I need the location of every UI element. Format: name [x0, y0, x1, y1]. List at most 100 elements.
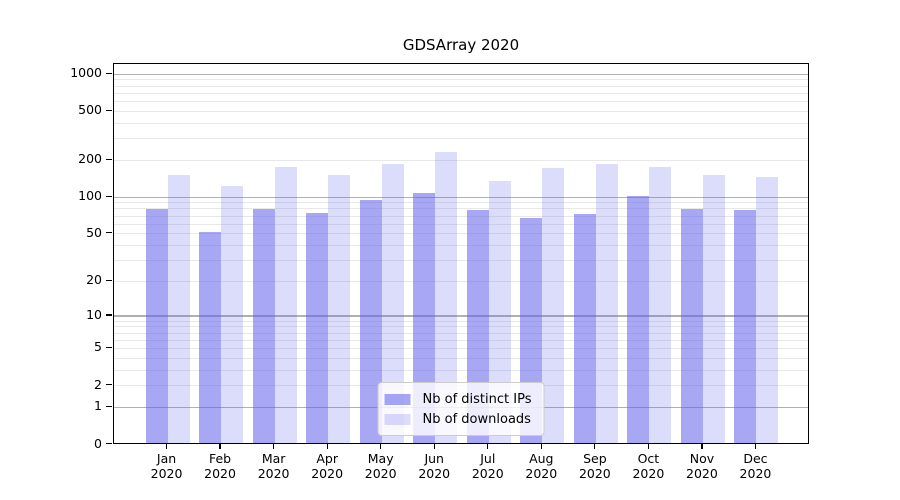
x-tick-month: Nov — [689, 451, 715, 466]
gridline-minor — [114, 79, 808, 81]
gridline-minor — [114, 122, 808, 124]
bar-downloads — [167, 175, 190, 443]
x-tick-label: Sep 2020 — [563, 451, 627, 481]
x-tick-month: Jul — [480, 451, 496, 466]
y-tick-label: 50 — [86, 224, 102, 240]
bar-downloads — [756, 177, 779, 443]
y-tick-label: 1000 — [70, 65, 102, 81]
y-tick-label: 1 — [94, 398, 102, 414]
x-tick-year: 2020 — [204, 466, 236, 481]
bar-distinct-ips — [680, 208, 703, 443]
gridline-minor — [114, 110, 808, 112]
bar-downloads — [702, 175, 725, 443]
bar-downloads — [381, 164, 404, 443]
x-tick-year: 2020 — [364, 466, 397, 481]
gridline-major — [114, 315, 808, 317]
x-tick — [380, 444, 382, 449]
x-tick-year: 2020 — [525, 466, 558, 481]
x-tick — [754, 444, 757, 449]
x-tick — [326, 444, 328, 449]
x-tick — [433, 444, 435, 449]
y-tick — [106, 158, 112, 160]
bar-distinct-ips — [627, 195, 650, 443]
gridline-minor — [114, 326, 808, 328]
x-tick — [219, 444, 221, 449]
chart-title: GDSArray 2020 — [402, 36, 520, 54]
bar-distinct-ips — [413, 192, 436, 443]
x-tick-year: 2020 — [150, 466, 183, 481]
x-tick-month: Apr — [316, 451, 338, 466]
bar-downloads — [488, 181, 511, 443]
y-tick — [106, 442, 112, 445]
legend-swatch-distinct-ips — [384, 393, 411, 405]
gridline-minor — [114, 280, 808, 282]
y-tick-label: 100 — [78, 188, 102, 204]
bar-downloads — [328, 175, 351, 443]
bar-layer — [114, 64, 808, 443]
x-tick — [594, 444, 596, 449]
x-tick-month: Oct — [637, 451, 660, 466]
y-tick — [106, 195, 112, 197]
x-tick-month: Feb — [208, 451, 232, 466]
legend: Nb of distinct IPs Nb of downloads — [377, 382, 545, 436]
bar-distinct-ips — [573, 213, 596, 443]
gridline-minor — [114, 138, 808, 140]
x-tick — [540, 444, 542, 449]
y-tick-label: 5 — [94, 339, 102, 355]
gridline-minor — [114, 369, 808, 371]
x-tick-year: 2020 — [578, 466, 611, 481]
legend-swatch-downloads — [384, 413, 411, 425]
gridline-major — [114, 73, 808, 75]
bar-downloads — [435, 152, 458, 443]
bar-downloads — [595, 163, 618, 443]
y-tick — [106, 346, 112, 349]
gridline-minor — [114, 339, 808, 341]
y-tick-label: 200 — [78, 151, 102, 167]
gridline-minor — [114, 347, 808, 349]
gridline-minor — [114, 332, 808, 334]
y-tick-label: 20 — [86, 272, 102, 288]
x-tick-label: Jan 2020 — [135, 451, 199, 481]
x-tick — [701, 444, 703, 449]
gridline-minor — [114, 357, 808, 359]
gridline-minor — [114, 233, 808, 235]
x-tick-label: Apr 2020 — [295, 451, 359, 481]
bar-distinct-ips — [306, 213, 329, 443]
x-tick-label: Jun 2020 — [402, 451, 466, 481]
x-tick-label: Feb 2020 — [188, 451, 252, 481]
bar-downloads — [221, 185, 244, 443]
gridline-minor — [114, 223, 808, 225]
gridline-minor — [114, 259, 808, 261]
bar-downloads — [542, 168, 565, 443]
gridline-minor — [114, 101, 808, 103]
x-tick — [487, 444, 489, 449]
y-tick — [106, 314, 112, 316]
x-tick-month: Jan — [156, 451, 177, 466]
gridline-minor — [114, 85, 808, 87]
y-tick — [106, 72, 112, 74]
x-tick-year: 2020 — [632, 466, 665, 481]
x-tick-month: May — [367, 451, 394, 466]
gridline-layer — [114, 64, 808, 443]
legend-row-downloads: Nb of downloads — [384, 409, 532, 429]
x-tick-year: 2020 — [418, 466, 451, 481]
x-tick-label: Aug 2020 — [509, 451, 573, 481]
plot-area: Nb of distinct IPs Nb of downloads — [113, 63, 809, 444]
bar-downloads — [649, 166, 672, 443]
x-tick — [647, 444, 649, 449]
gridline-minor — [114, 159, 808, 161]
gridline-minor — [114, 202, 808, 204]
x-tick-year: 2020 — [471, 466, 504, 481]
x-tick-label: Nov 2020 — [670, 451, 734, 481]
x-tick-month: Mar — [261, 451, 286, 466]
x-tick-month: Sep — [583, 451, 607, 466]
gridline-major — [114, 196, 808, 198]
x-tick-label: Jul 2020 — [456, 451, 520, 481]
x-tick-year: 2020 — [311, 466, 344, 481]
y-tick — [106, 384, 112, 386]
x-tick — [165, 444, 168, 449]
bar-distinct-ips — [199, 232, 222, 443]
x-tick-year: 2020 — [257, 466, 290, 481]
x-tick-year: 2020 — [739, 466, 772, 481]
